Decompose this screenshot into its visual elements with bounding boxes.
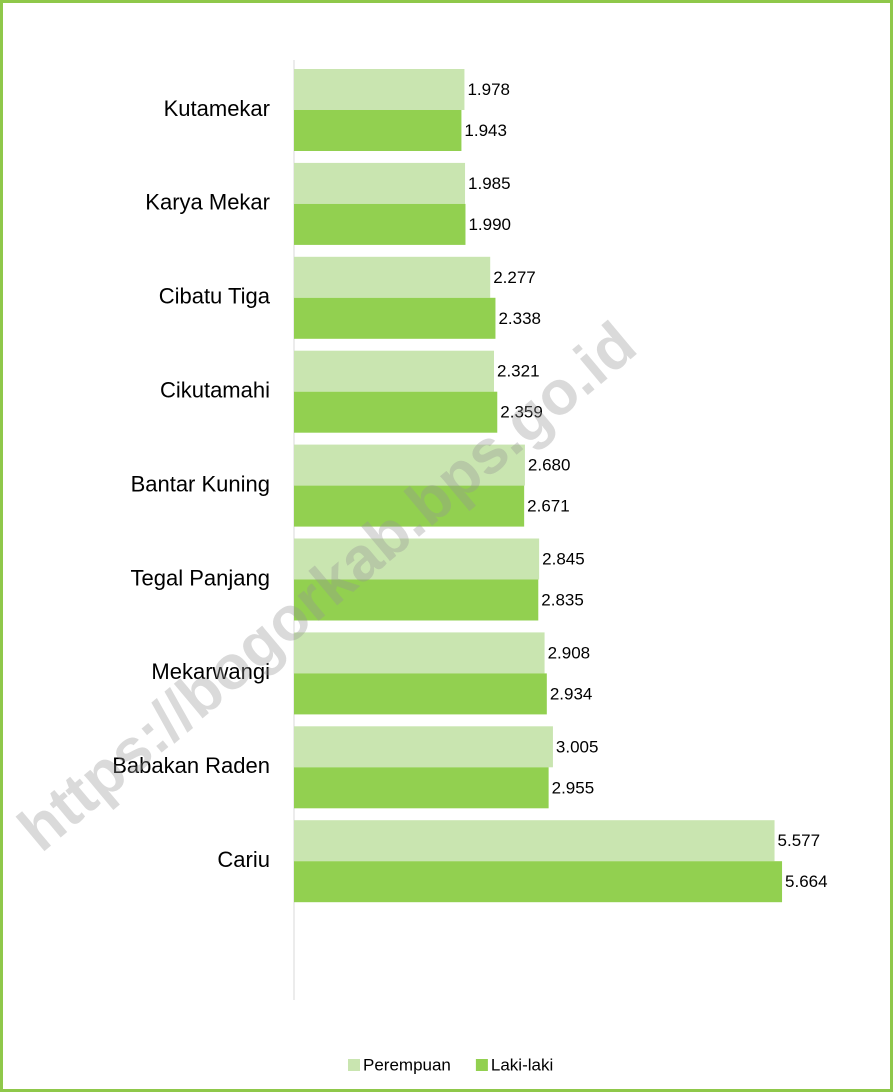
value-label: 2.277 <box>493 268 536 287</box>
y-tick-label: Bantar Kuning <box>131 471 270 496</box>
value-label: 2.338 <box>498 309 541 328</box>
value-label: 2.359 <box>500 403 543 422</box>
bar <box>294 767 549 809</box>
y-tick-label: Tegal Panjang <box>131 565 270 590</box>
value-label: 2.845 <box>542 549 585 568</box>
legend-label: Perempuan <box>363 1055 451 1074</box>
bar <box>294 256 491 298</box>
bar <box>294 203 466 245</box>
y-tick-label: Kutamekar <box>164 96 270 121</box>
value-label: 5.664 <box>785 872 828 891</box>
value-label: 5.577 <box>778 831 821 850</box>
bar <box>294 110 462 151</box>
y-tick-label: Cariu <box>217 847 270 872</box>
legend-label: Laki-laki <box>491 1055 553 1074</box>
value-label: 3.005 <box>556 737 599 756</box>
y-tick-label: Cibatu Tiga <box>159 284 271 309</box>
value-label: 1.943 <box>464 121 507 140</box>
value-label: 2.680 <box>528 456 571 475</box>
bar <box>294 632 545 674</box>
bar <box>294 391 498 433</box>
value-label: 1.978 <box>467 80 510 99</box>
legend-swatch <box>348 1059 360 1071</box>
legend-swatch <box>475 1059 488 1071</box>
value-label: 2.671 <box>527 497 570 516</box>
y-tick-label: Karya Mekar <box>145 190 270 215</box>
bar <box>294 69 465 110</box>
bar <box>294 861 783 903</box>
bar <box>294 673 547 715</box>
bar <box>294 538 540 580</box>
value-label: 2.934 <box>550 684 593 703</box>
y-tick-label: Babakan Raden <box>112 753 270 778</box>
y-tick-label: Cikutamahi <box>160 378 270 403</box>
bar <box>294 297 496 339</box>
value-label: 2.955 <box>552 778 595 797</box>
bar <box>294 444 525 486</box>
value-label: 2.835 <box>541 590 584 609</box>
bar <box>294 726 553 768</box>
bar <box>294 820 775 862</box>
y-tick-label: Mekarwangi <box>151 659 270 684</box>
bar <box>294 579 539 621</box>
value-label: 2.321 <box>497 362 540 381</box>
value-label: 2.908 <box>548 643 591 662</box>
bar <box>294 350 494 392</box>
value-label: 1.990 <box>468 215 511 234</box>
value-label: 1.985 <box>468 174 511 193</box>
bar <box>294 485 525 527</box>
bar <box>294 162 466 204</box>
